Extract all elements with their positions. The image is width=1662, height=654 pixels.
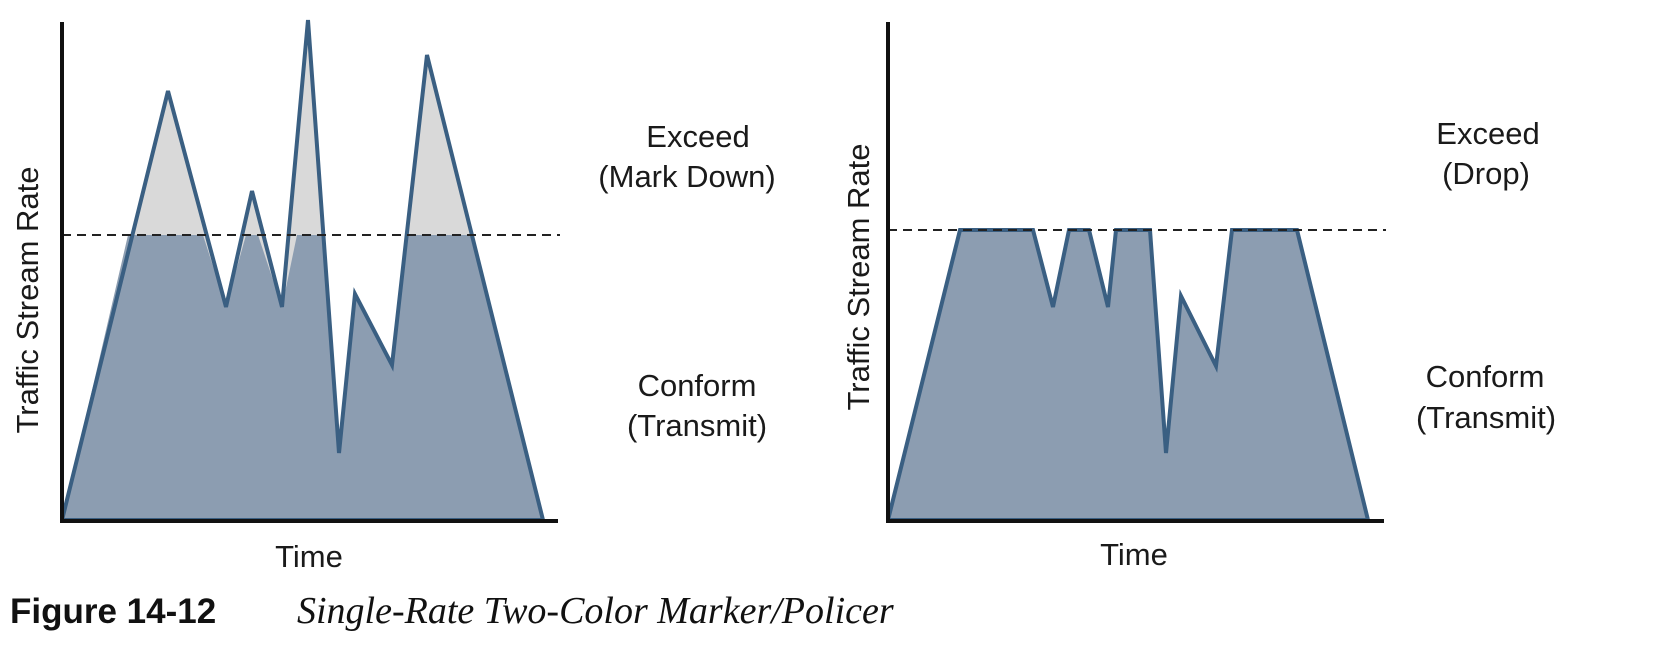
conform-region bbox=[62, 235, 543, 520]
conform-label: Conform bbox=[638, 368, 757, 403]
x-axis-label: Time bbox=[275, 539, 343, 574]
exceed-label: Exceed bbox=[1436, 116, 1539, 151]
x-axis-label: Time bbox=[1100, 537, 1168, 572]
panel-mark-down: Traffic Stream Rate Time Exceed (Mark Do… bbox=[10, 19, 776, 574]
y-axis-label: Traffic Stream Rate bbox=[10, 166, 45, 433]
exceed-action-label: (Mark Down) bbox=[598, 159, 775, 194]
conform-region bbox=[888, 230, 1368, 520]
conform-action-label: (Transmit) bbox=[627, 408, 767, 443]
conform-action-label: (Transmit) bbox=[1416, 400, 1556, 435]
figure-number: Figure 14-12 bbox=[10, 592, 216, 631]
panel-drop: Traffic Stream Rate Time Exceed (Drop) C… bbox=[841, 22, 1556, 572]
figure-caption: Figure 14-12 Single-Rate Two-Color Marke… bbox=[10, 590, 894, 632]
conform-label: Conform bbox=[1426, 359, 1545, 394]
traffic-stream-line bbox=[60, 19, 546, 522]
y-axis-label: Traffic Stream Rate bbox=[841, 143, 876, 410]
exceed-action-label: (Drop) bbox=[1442, 156, 1530, 191]
exceed-label: Exceed bbox=[646, 119, 749, 154]
figure-title: Single-Rate Two-Color Marker/Policer bbox=[297, 590, 894, 632]
